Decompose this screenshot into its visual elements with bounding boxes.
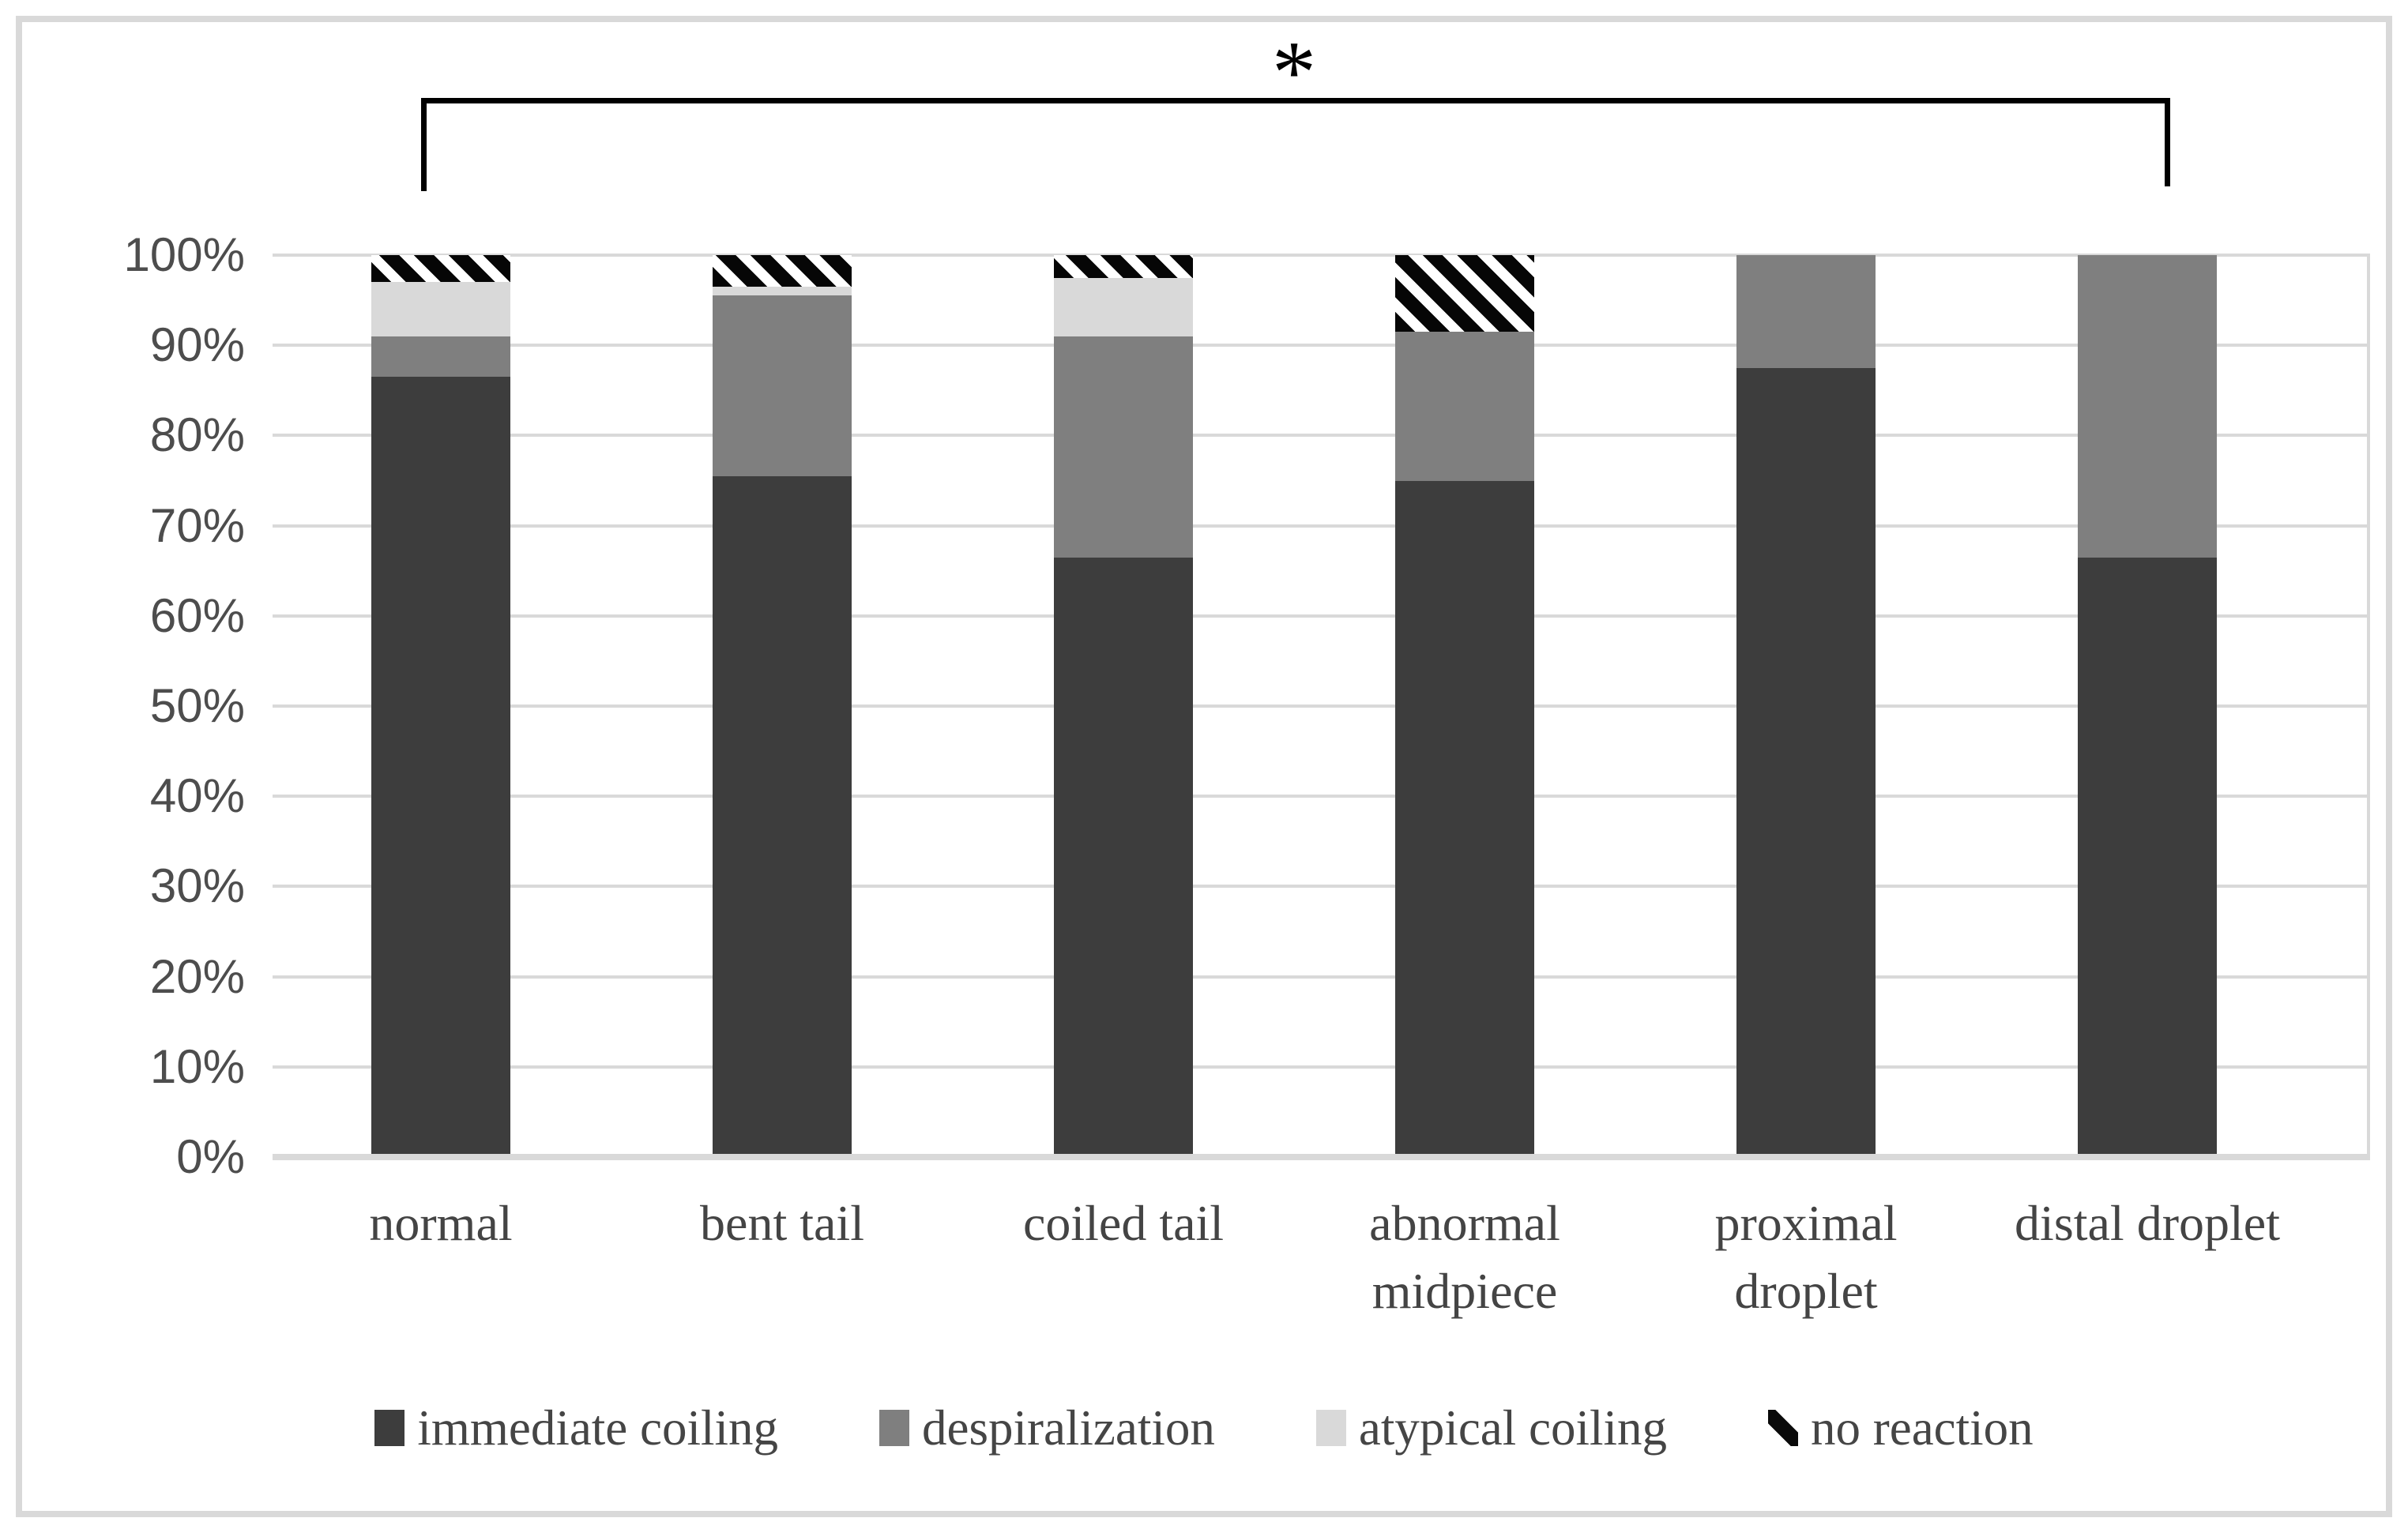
y-tick-label: 50% — [149, 679, 245, 732]
significance-bracket-left-tick — [421, 98, 427, 191]
gridline-30% — [273, 885, 2370, 889]
legend-label: no reaction — [1811, 1400, 2034, 1456]
legend-label: atypical coiling — [1358, 1400, 1667, 1456]
bar-proximal-droplet — [1736, 255, 1876, 1157]
gridline-90% — [273, 344, 2370, 348]
gridline-100% — [273, 254, 2370, 257]
segment-despiralization — [1736, 255, 1876, 368]
segment-immediate-coiling — [713, 475, 852, 1157]
category-label-line: droplet — [1734, 1263, 1878, 1319]
gridline-80% — [273, 434, 2370, 438]
bar-abnormal-midpiece — [1395, 255, 1534, 1157]
segment-despiralization — [713, 295, 852, 476]
segment-immediate-coiling — [1054, 557, 1193, 1157]
segment-no-reaction — [371, 255, 510, 283]
segment-no-reaction — [713, 255, 852, 287]
category-label-line: distal droplet — [2015, 1195, 2280, 1251]
category-label-proximal-droplet: proximal droplet — [1616, 1189, 1996, 1325]
y-tick-label: 80% — [149, 408, 245, 462]
legend-label: immediate coiling — [417, 1400, 778, 1456]
plot-right-edge-line — [2367, 255, 2370, 1157]
gridline-20% — [273, 975, 2370, 979]
segment-immediate-coiling — [1395, 480, 1534, 1157]
segment-despiralization — [1395, 332, 1534, 481]
category-label-line: abnormal — [1369, 1195, 1560, 1251]
category-label-abnormal-midpiece: abnormal midpiece — [1275, 1189, 1654, 1325]
segment-atypical-coiling — [713, 287, 852, 296]
category-label-line: midpiece — [1371, 1263, 1558, 1319]
bar-bent-tail — [713, 255, 852, 1157]
y-tick-label: 20% — [149, 949, 245, 1003]
legend-item-immediate-coiling: immediate coiling — [374, 1400, 778, 1457]
category-label-line: bent tail — [700, 1195, 864, 1251]
significance-asterisk: * — [1272, 24, 1316, 122]
legend-swatch-diagonal-stripe-icon — [1768, 1410, 1798, 1446]
category-label-line: normal — [369, 1195, 513, 1251]
segment-despiralization — [2078, 255, 2217, 558]
category-label-normal: normal — [251, 1189, 630, 1257]
legend-swatch-square-icon — [1315, 1410, 1346, 1446]
legend-swatch-square-icon — [374, 1410, 405, 1446]
gridline-60% — [273, 614, 2370, 618]
bar-coiled-tail — [1054, 255, 1193, 1157]
gridline-40% — [273, 795, 2370, 798]
y-tick-label: 40% — [149, 769, 245, 823]
category-label-distal-droplet: distal droplet — [1958, 1189, 2337, 1257]
gridline-10% — [273, 1065, 2370, 1069]
y-tick-label: 0% — [176, 1130, 245, 1183]
category-label-line: proximal — [1714, 1195, 1898, 1251]
segment-atypical-coiling — [1054, 277, 1193, 336]
x-axis-baseline — [273, 1154, 2370, 1160]
y-tick-label: 70% — [149, 498, 245, 552]
bar-distal-droplet — [2078, 255, 2217, 1157]
category-label-line: coiled tail — [1022, 1195, 1225, 1251]
y-tick-label: 10% — [149, 1039, 245, 1093]
significance-bracket-horizontal — [421, 98, 2170, 103]
gridline-70% — [273, 524, 2370, 528]
segment-immediate-coiling — [1736, 367, 1876, 1157]
y-tick-label: 100% — [123, 228, 245, 281]
segment-immediate-coiling — [371, 377, 510, 1157]
segment-no-reaction — [1395, 255, 1534, 333]
legend: immediate coiling despiralization atypical… — [0, 1388, 2408, 1467]
legend-label: despiralization — [922, 1400, 1215, 1456]
segment-despiralization — [1054, 336, 1193, 558]
legend-item-despiralization: despiralization — [879, 1400, 1215, 1457]
significance-bracket-right-tick — [2165, 98, 2170, 186]
legend-item-no-reaction: no reaction — [1768, 1400, 2034, 1457]
segment-immediate-coiling — [2078, 557, 2217, 1157]
gridline-50% — [273, 705, 2370, 708]
legend-swatch-square-icon — [879, 1410, 909, 1446]
category-label-bent-tail: bent tail — [593, 1189, 972, 1257]
bar-normal — [371, 255, 510, 1157]
y-tick-label: 90% — [149, 318, 245, 372]
y-tick-label: 60% — [149, 588, 245, 642]
segment-atypical-coiling — [371, 282, 510, 336]
segment-despiralization — [371, 336, 510, 378]
category-label-coiled-tail: coiled tail — [934, 1189, 1313, 1257]
y-tick-label: 30% — [149, 859, 245, 913]
segment-no-reaction — [1054, 255, 1193, 278]
legend-item-atypical-coiling: atypical coiling — [1315, 1400, 1667, 1457]
